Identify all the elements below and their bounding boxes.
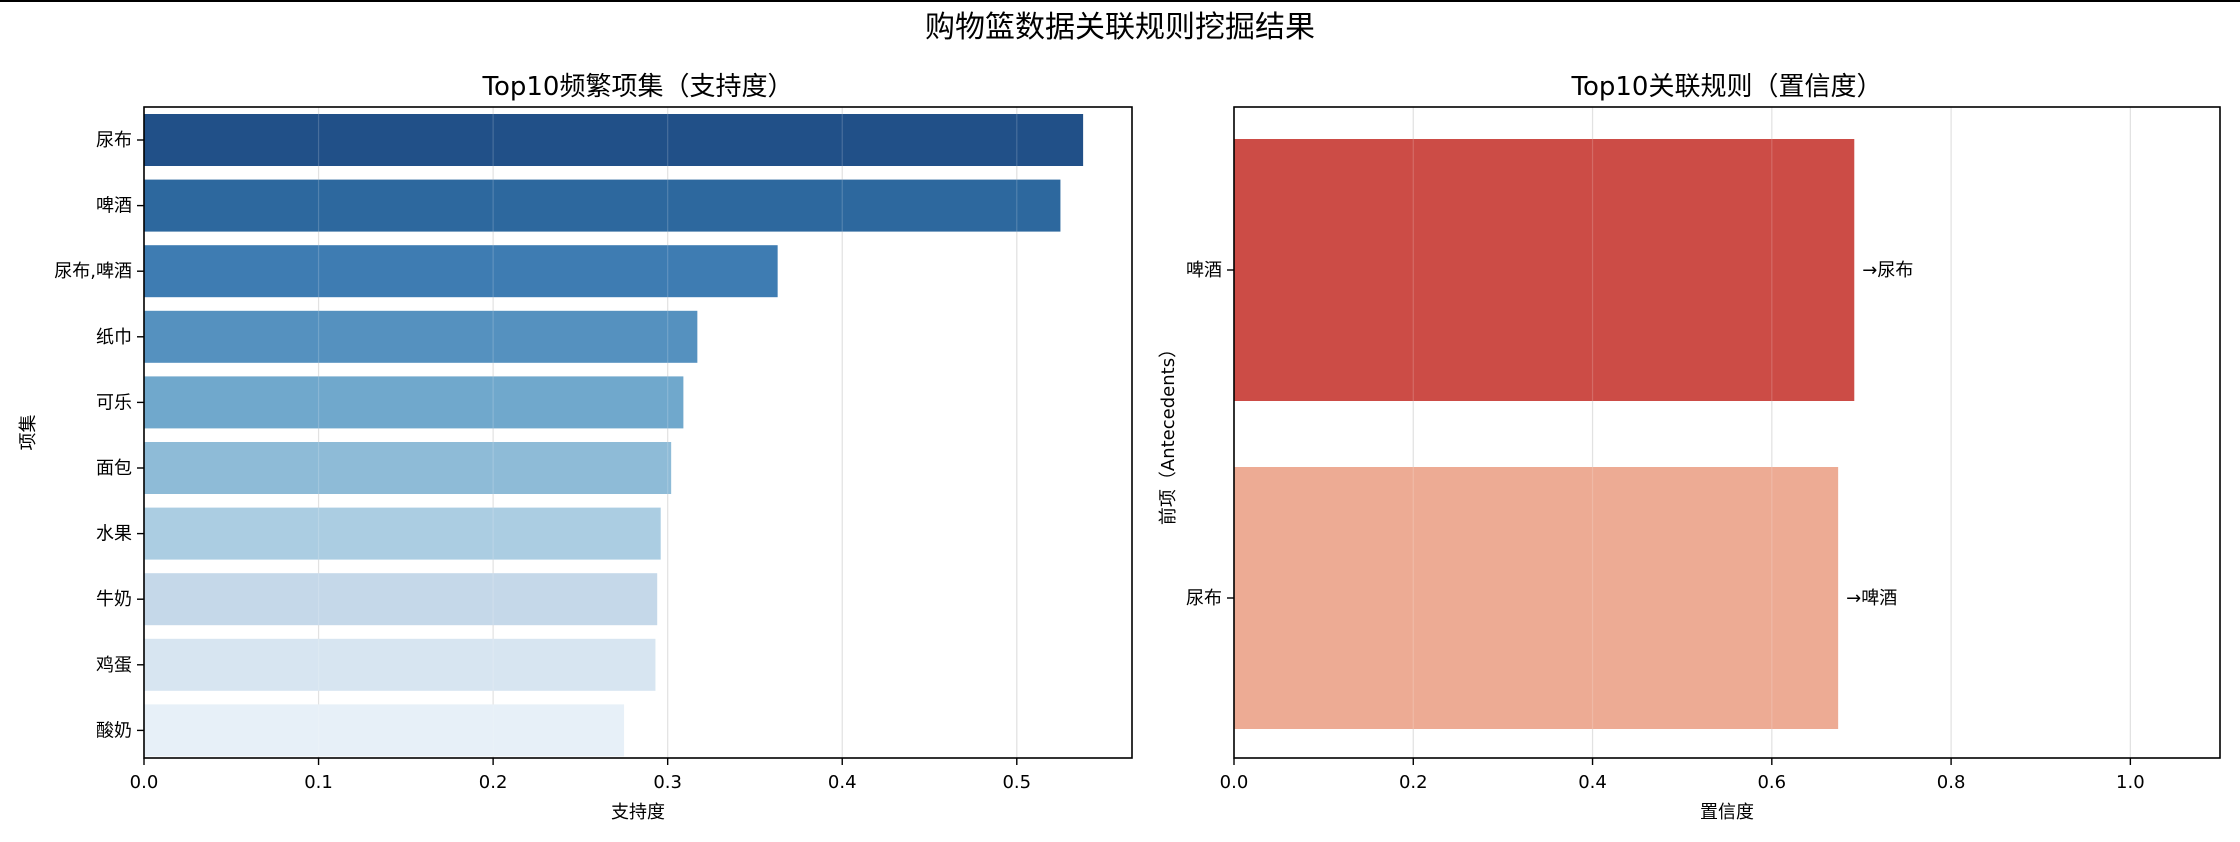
bar-水果	[144, 507, 661, 560]
bar-面包	[144, 442, 672, 494]
y-tick-label-鸡蛋: 鸡蛋	[96, 655, 132, 676]
x-tick-label: 0.2	[1399, 772, 1428, 793]
y-tick-label-牛奶: 牛奶	[96, 589, 132, 610]
y-axis-label-itemset: 项集	[18, 415, 39, 451]
y-tick-label-啤酒: 啤酒	[96, 196, 132, 217]
chart-title-confidence: Top10关联规则（置信度）	[1571, 72, 1883, 102]
y-tick-label-尿布,啤酒: 尿布,啤酒	[54, 261, 132, 282]
y-tick-label-啤酒: 啤酒	[1186, 260, 1222, 281]
y-tick-label-尿布: 尿布	[1186, 588, 1222, 609]
x-tick-label: 0.0	[130, 772, 159, 793]
bar-鸡蛋	[144, 638, 656, 691]
x-axis-label-support: 支持度	[611, 802, 665, 823]
figure-top-border	[0, 0, 2240, 2]
bar-可乐	[144, 376, 684, 429]
x-tick-label: 0.2	[479, 772, 508, 793]
y-tick-label-可乐: 可乐	[96, 392, 132, 413]
bar-label-啤酒: →尿布	[1862, 260, 1913, 281]
bar-尿布	[144, 114, 1084, 166]
axes-frame	[143, 106, 1133, 759]
x-tick-label: 0.8	[1937, 772, 1966, 793]
x-axis-label-confidence: 置信度	[1700, 802, 1754, 823]
bar-label-尿布: →啤酒	[1846, 588, 1897, 609]
x-tick-label: 0.6	[1757, 772, 1786, 793]
x-tick-label: 0.4	[828, 772, 857, 793]
y-tick-label-酸奶: 酸奶	[96, 720, 132, 741]
x-tick-label: 0.5	[1002, 772, 1031, 793]
x-tick-label: 0.4	[1578, 772, 1607, 793]
y-tick-label-纸巾: 纸巾	[96, 327, 132, 348]
bar-酸奶	[144, 704, 625, 757]
bar-纸巾	[144, 310, 698, 363]
x-tick-label: 1.0	[2116, 772, 2145, 793]
figure-suptitle: 购物篮数据关联规则挖掘结果	[925, 10, 1315, 45]
x-tick-label: 0.1	[304, 772, 333, 793]
bar-啤酒	[144, 179, 1061, 232]
y-axis-label-antecedents: 前项（Antecedents）	[1158, 340, 1179, 525]
chart-title-support: Top10频繁项集（支持度）	[482, 72, 794, 102]
bar-牛奶	[144, 573, 658, 626]
axes-frame	[1233, 106, 2221, 759]
x-tick-label: 0.3	[653, 772, 682, 793]
bar-啤酒	[1234, 139, 1855, 401]
x-tick-label: 0.0	[1220, 772, 1249, 793]
y-tick-label-面包: 面包	[96, 458, 132, 479]
y-tick-label-水果: 水果	[96, 524, 132, 545]
y-tick-label-尿布: 尿布	[96, 130, 132, 151]
bar-尿布,啤酒	[144, 245, 778, 298]
plot-area-0: 0.0 0.1 0.2 0.3 0.4 0.5 尿布啤酒尿布,啤酒纸巾可乐面包水果牛奶鸡蛋酸…	[54, 106, 1133, 793]
bar-尿布	[1234, 467, 1839, 729]
